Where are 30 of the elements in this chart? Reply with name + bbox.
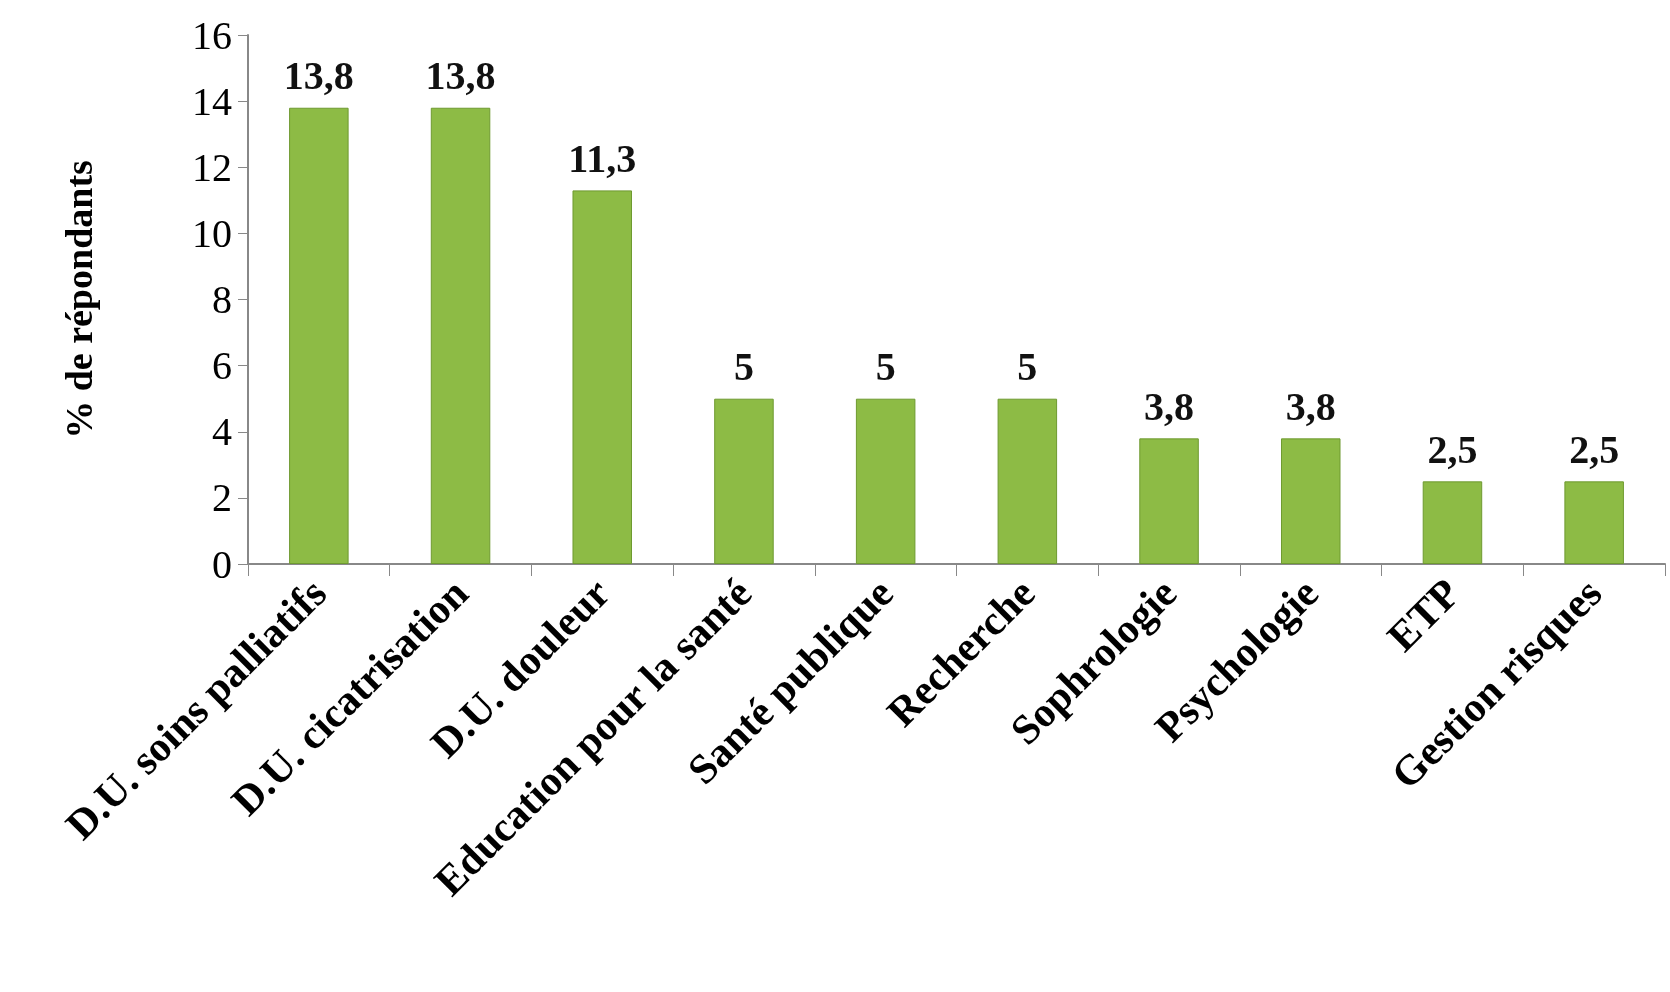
- data-label: 3,8: [1144, 383, 1195, 429]
- data-label: 2,5: [1427, 426, 1478, 472]
- y-tick-label: 8: [212, 277, 232, 322]
- bar: [1139, 438, 1199, 564]
- bar: [997, 398, 1058, 564]
- y-tick-label: 16: [192, 12, 232, 58]
- y-tick-label: 12: [192, 144, 232, 190]
- bar: [1564, 481, 1624, 564]
- data-label: 13,8: [283, 53, 354, 99]
- data-label: 5: [875, 344, 896, 390]
- bar: [289, 107, 349, 564]
- bar: [714, 398, 774, 564]
- y-tick-label: 10: [192, 210, 232, 256]
- bar: [1280, 438, 1341, 564]
- bar: [430, 107, 491, 564]
- data-label: 3,8: [1285, 383, 1336, 429]
- y-tick-label: 0: [212, 541, 232, 587]
- y-axis-title: % de répondants: [58, 160, 100, 439]
- y-tick-label: 2: [212, 475, 232, 521]
- bar: [1422, 481, 1483, 564]
- y-tick-label: 6: [212, 343, 232, 389]
- y-tick-label: 14: [192, 78, 232, 124]
- data-label: 5: [733, 344, 754, 390]
- y-tick-label: 4: [212, 409, 232, 455]
- data-label: 2,5: [1569, 426, 1620, 472]
- data-label: 5: [1017, 344, 1038, 390]
- data-label: 11,3: [568, 135, 637, 181]
- data-label: 13,8: [425, 53, 496, 99]
- bar: [572, 190, 633, 564]
- bar: [855, 398, 916, 564]
